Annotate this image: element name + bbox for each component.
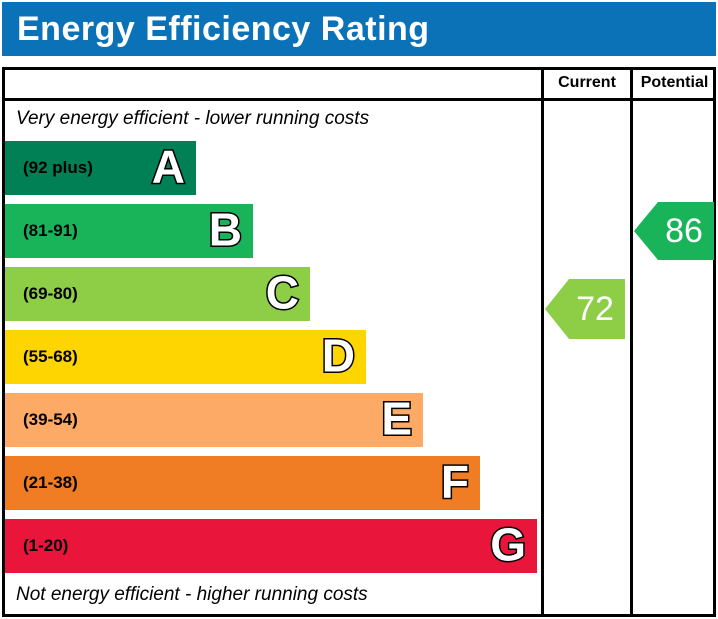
band-letter: D xyxy=(320,329,356,382)
band-row-c: (69-80) C xyxy=(5,267,310,321)
band-letter: E xyxy=(380,392,414,445)
band-row-g: (1-20) G xyxy=(5,519,537,573)
band-row-b: (81-91) B xyxy=(5,204,253,258)
band-row-e: (39-54) E xyxy=(5,393,423,447)
page-title: Energy Efficiency Rating xyxy=(2,2,716,56)
band-row-d: (55-68) D xyxy=(5,330,366,384)
potential-column-divider xyxy=(630,67,633,617)
current-rating-arrow: 72 xyxy=(545,279,625,339)
band-letter: B xyxy=(207,203,243,256)
band-row-a: (92 plus) A xyxy=(5,141,196,195)
band-range-label: (69-80) xyxy=(23,284,78,303)
potential-column-header: Potential xyxy=(640,74,709,91)
potential-rating-value: 86 xyxy=(665,211,703,250)
band-range-label: (81-91) xyxy=(23,221,78,240)
current-column-divider xyxy=(541,67,544,617)
current-column-header: Current xyxy=(558,74,616,91)
band-letter: C xyxy=(264,266,300,319)
chart-frame xyxy=(2,67,716,617)
top-efficiency-note: Very energy efficient - lower running co… xyxy=(16,108,370,129)
band-range-label: (55-68) xyxy=(23,347,78,366)
band-range-label: (92 plus) xyxy=(23,158,93,177)
band-letter: G xyxy=(489,518,528,571)
header-divider xyxy=(2,98,716,101)
band-range-label: (39-54) xyxy=(23,410,78,429)
band-row-f: (21-38) F xyxy=(5,456,480,510)
band-range-label: (1-20) xyxy=(23,536,69,555)
band-letter: A xyxy=(150,140,186,193)
band-range-label: (21-38) xyxy=(23,473,78,492)
current-rating-value: 72 xyxy=(576,289,614,328)
band-letter: F xyxy=(439,455,470,508)
bottom-efficiency-note: Not energy efficient - higher running co… xyxy=(16,584,368,605)
